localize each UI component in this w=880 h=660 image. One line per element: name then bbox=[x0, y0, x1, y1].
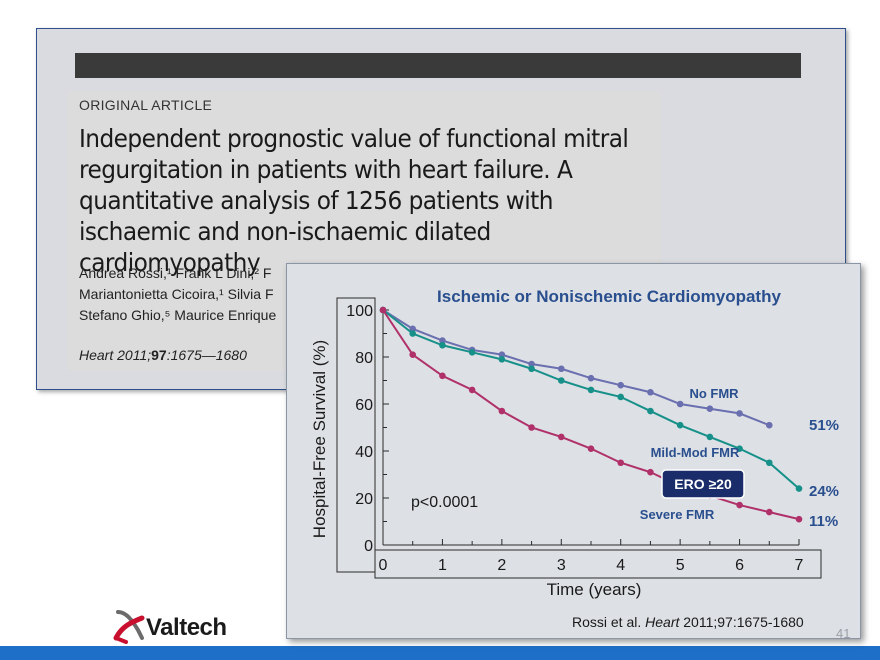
footer-bar bbox=[0, 646, 880, 660]
data-point bbox=[439, 337, 446, 344]
survival-chart: Ischemic or Nonischemic Cardiomyopathy H… bbox=[310, 287, 839, 599]
chart-reference: Rossi et al. Heart 2011;97:1675-1680 bbox=[572, 614, 804, 630]
author-line: Andrea Rossi,¹ Frank L Dini,² F bbox=[79, 265, 272, 281]
data-point bbox=[647, 388, 654, 396]
data-point bbox=[647, 468, 654, 476]
series-end-label: 51% bbox=[809, 417, 839, 434]
data-point bbox=[795, 485, 803, 492]
data-point bbox=[498, 356, 506, 363]
data-point bbox=[557, 433, 565, 441]
data-point bbox=[765, 508, 773, 516]
data-point bbox=[528, 365, 535, 373]
x-axis-label: Time (years) bbox=[547, 580, 642, 599]
data-point bbox=[587, 374, 595, 382]
data-point bbox=[765, 421, 773, 429]
valtech-logo-icon bbox=[113, 610, 145, 644]
ero-badge-label: ERO ≥20 bbox=[674, 476, 732, 492]
reference-journal: Heart bbox=[645, 614, 680, 630]
data-point bbox=[409, 325, 417, 333]
data-point bbox=[765, 459, 773, 467]
citation-volume: 97 bbox=[151, 347, 167, 363]
series-end-label: 24% bbox=[809, 483, 839, 500]
y-tick-label: 80 bbox=[355, 350, 373, 367]
data-point bbox=[409, 351, 417, 358]
series-name-label: No FMR bbox=[689, 386, 739, 401]
y-tick-label: 20 bbox=[355, 491, 373, 508]
y-tick-label: 40 bbox=[355, 444, 373, 461]
citation-year: 2011; bbox=[113, 347, 152, 363]
data-point bbox=[706, 433, 714, 441]
data-point bbox=[617, 459, 625, 467]
data-point bbox=[528, 360, 535, 368]
data-point bbox=[736, 501, 743, 509]
series-end-label: 11% bbox=[809, 513, 838, 530]
citation: Heart 2011;97:1675—1680 bbox=[79, 347, 247, 363]
data-point bbox=[617, 381, 625, 389]
y-axis-label: Hospital-Free Survival (%) bbox=[310, 340, 329, 538]
survival-chart-card: Ischemic or Nonischemic Cardiomyopathy H… bbox=[286, 263, 861, 639]
article-type: ORIGINAL ARTICLE bbox=[79, 97, 213, 113]
y-tick-label: 100 bbox=[346, 303, 373, 320]
data-point bbox=[439, 372, 446, 380]
series-name-label: Mild-Mod FMR bbox=[651, 445, 740, 460]
series-name-label: Severe FMR bbox=[640, 507, 715, 522]
series-layer: No FMR 51% Mild-Mod FMR 24% Severe FMR 11% bbox=[379, 306, 839, 530]
citation-pages: :1675—1680 bbox=[166, 347, 247, 363]
p-value-annotation: p<0.0001 bbox=[411, 494, 478, 511]
journal-header-bar bbox=[75, 53, 801, 78]
data-point bbox=[439, 341, 446, 349]
y-tick-label: 0 bbox=[364, 538, 373, 555]
data-point bbox=[795, 515, 803, 523]
data-point bbox=[498, 407, 506, 415]
y-axis-frame bbox=[336, 297, 376, 573]
x-tick-label: 3 bbox=[557, 557, 566, 574]
data-point bbox=[676, 421, 684, 429]
x-tick-label: 6 bbox=[735, 557, 744, 574]
x-tick-label: 7 bbox=[795, 557, 804, 574]
x-tick-label: 1 bbox=[438, 557, 447, 574]
data-point bbox=[468, 386, 476, 394]
x-tick-label: 5 bbox=[676, 557, 685, 574]
data-point bbox=[736, 445, 743, 452]
data-point bbox=[676, 400, 684, 408]
data-point bbox=[587, 386, 595, 394]
reference-prefix: Rossi et al. bbox=[572, 614, 646, 630]
valtech-logo-text: Valtech bbox=[146, 614, 227, 641]
x-tick-label: 2 bbox=[497, 557, 506, 574]
x-axis-frame bbox=[374, 549, 822, 579]
data-point bbox=[706, 405, 714, 412]
data-point bbox=[587, 445, 595, 452]
axes: 0 20 40 60 80 100 0 1 2 3 4 5 6 7 bbox=[346, 303, 803, 574]
data-point bbox=[557, 365, 565, 373]
x-tick-label: 0 bbox=[379, 557, 388, 574]
page-number: 41 bbox=[836, 626, 851, 641]
author-line: Stefano Ghio,⁵ Maurice Enrique bbox=[79, 307, 277, 323]
article-title: Independent prognostic value of function… bbox=[79, 124, 629, 277]
data-point bbox=[528, 424, 535, 431]
author-line: Mariantonietta Cicoira,¹ Silvia F bbox=[79, 286, 274, 302]
ero-badge: ERO ≥20 bbox=[661, 469, 745, 499]
author-list: Andrea Rossi,¹ Frank L Dini,² F Marianto… bbox=[79, 263, 299, 326]
reference-suffix: 2011;97:1675-1680 bbox=[679, 614, 804, 630]
data-point bbox=[468, 349, 476, 356]
data-point bbox=[647, 407, 654, 415]
chart-title: Ischemic or Nonischemic Cardiomyopathy bbox=[437, 287, 781, 306]
valtech-logo: Valtech bbox=[112, 608, 252, 646]
x-tick-label: 4 bbox=[616, 557, 625, 574]
data-point bbox=[617, 393, 625, 401]
data-point bbox=[557, 377, 565, 384]
data-point bbox=[498, 351, 506, 358]
series-line bbox=[382, 309, 770, 427]
citation-journal: Heart bbox=[79, 347, 114, 363]
data-point bbox=[736, 410, 743, 417]
data-point bbox=[409, 330, 417, 337]
data-point bbox=[379, 306, 387, 314]
ero-badge-box bbox=[661, 469, 745, 499]
y-tick-label: 60 bbox=[355, 397, 373, 414]
